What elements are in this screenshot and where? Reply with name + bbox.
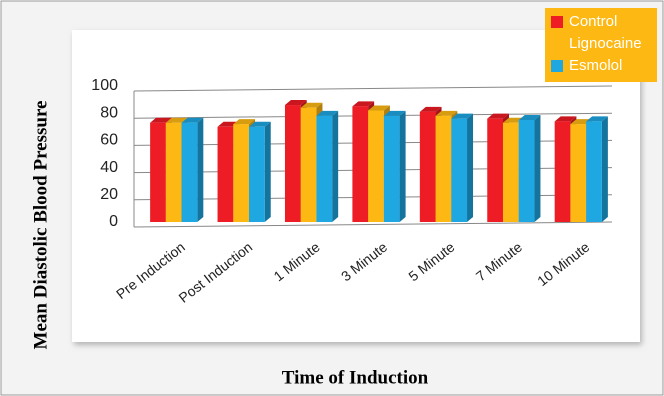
- bar-side: [332, 110, 339, 222]
- bar: [316, 115, 333, 222]
- y-tick-label: 20: [100, 186, 118, 203]
- y-tick-label: 100: [91, 77, 118, 94]
- bar: [502, 122, 519, 222]
- bar-top: [249, 121, 271, 127]
- bar: [249, 126, 265, 222]
- x-axis-title: Time of Induction: [282, 367, 429, 388]
- bar: [165, 122, 182, 222]
- bar: [586, 121, 602, 222]
- grid-line: [133, 221, 613, 228]
- bar-top: [586, 116, 608, 122]
- bar-top: [368, 105, 390, 111]
- bar: [487, 118, 503, 222]
- bar-side: [467, 113, 474, 222]
- bar: [300, 107, 317, 222]
- bar-top: [518, 115, 541, 120]
- y-tick-label: 40: [100, 159, 118, 176]
- bar-top: [181, 117, 204, 123]
- bar: [518, 120, 535, 222]
- y-tick-label: 60: [100, 132, 118, 149]
- bar-top: [554, 116, 577, 122]
- bar-top: [451, 113, 474, 119]
- bar: [554, 121, 571, 222]
- legend-box: [545, 8, 657, 82]
- legend-swatch: [551, 60, 563, 72]
- bar-side: [601, 116, 608, 222]
- bar: [233, 124, 250, 222]
- bar-top: [419, 106, 442, 112]
- bar-side: [197, 117, 204, 222]
- bar: [419, 111, 436, 222]
- legend-swatch: [551, 16, 563, 28]
- bar: [435, 115, 452, 222]
- bar: [217, 126, 234, 222]
- bar-top: [352, 101, 375, 107]
- bar-side: [534, 115, 541, 222]
- legend-label: Control: [569, 13, 617, 30]
- bar-top: [150, 117, 172, 123]
- bar-top: [435, 110, 458, 116]
- legend-label: Esmolol: [569, 57, 622, 74]
- grid-line: [133, 85, 613, 92]
- bar-top: [300, 102, 323, 108]
- bar: [284, 105, 301, 222]
- bar-top: [165, 117, 188, 123]
- legend-swatch: [551, 38, 563, 50]
- bar-top: [487, 113, 509, 119]
- bar: [181, 122, 198, 222]
- y-tick-label: 80: [100, 104, 118, 121]
- bar-top: [233, 119, 256, 125]
- bar-top: [383, 110, 406, 116]
- bar: [352, 106, 369, 222]
- bar-side: [264, 121, 271, 222]
- bar: [451, 118, 468, 222]
- bar: [570, 124, 587, 222]
- bar: [150, 122, 166, 222]
- bar-top: [284, 100, 307, 106]
- bar-top: [316, 110, 339, 116]
- bar-side: [399, 110, 406, 222]
- bar: [368, 110, 384, 222]
- y-axis-title: Mean Diastolic Blood Pressure: [30, 101, 51, 350]
- bar: [383, 115, 400, 222]
- y-tick-label: 0: [109, 213, 118, 230]
- legend-label: Lignocaine: [569, 35, 642, 52]
